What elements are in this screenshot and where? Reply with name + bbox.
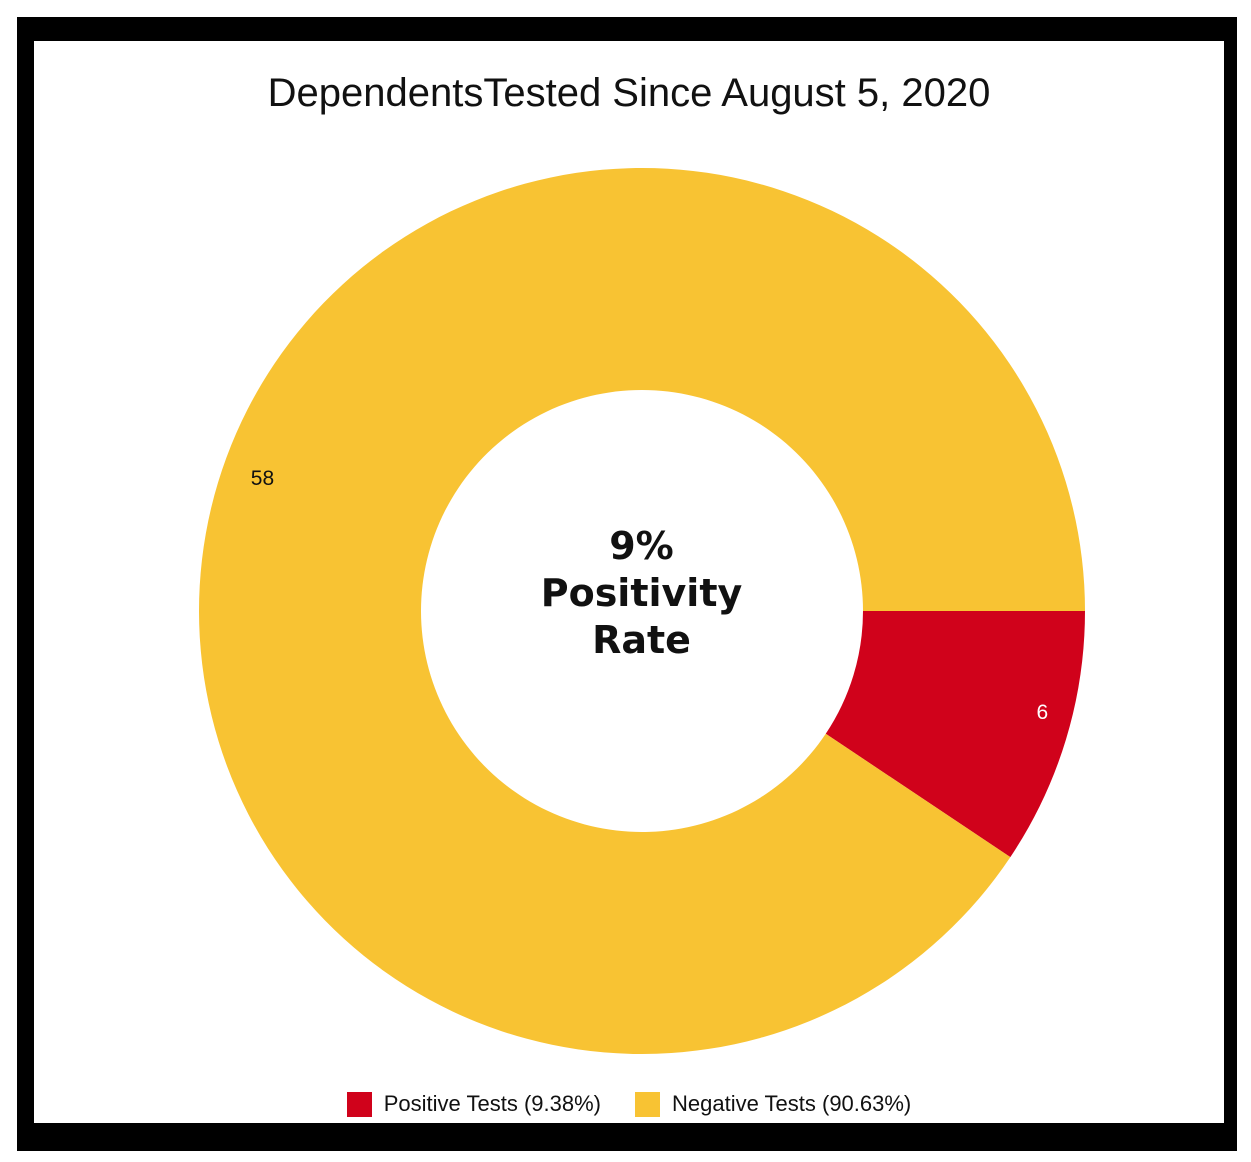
chart-legend: Positive Tests (9.38%) Negative Tests (9… <box>34 1091 1224 1117</box>
legend-item-positive: Positive Tests (9.38%) <box>346 1091 601 1117</box>
slice-negative-tests <box>199 167 1086 1054</box>
legend-label-negative: Negative Tests (90.63%) <box>671 1091 912 1116</box>
chart-title: DependentsTested Since August 5, 2020 <box>267 71 991 115</box>
legend-label-positive: Positive Tests (9.38%) <box>383 1091 601 1116</box>
positivity-rate-value: 9% <box>609 524 674 568</box>
positivity-rate-text-2: Rate <box>592 618 691 662</box>
slice-positive-tests <box>825 611 1085 858</box>
data-label-negative-tests: 58 <box>251 467 274 490</box>
chart-frame: DependentsTested Since August 5, 2020 6 5… <box>17 17 1237 1151</box>
chart-panel: DependentsTested Since August 5, 2020 6 5… <box>34 41 1224 1123</box>
legend-item-negative: Negative Tests (90.63%) <box>634 1091 912 1117</box>
data-label-positive-tests: 6 <box>1036 701 1048 724</box>
legend-swatch-positive <box>346 1091 372 1117</box>
legend-swatch-negative <box>634 1091 660 1117</box>
positivity-rate-label: 9% Positivity Rate <box>454 523 829 664</box>
donut-chart: 6 58 <box>199 167 1086 1054</box>
positivity-rate-text-1: Positivity <box>540 571 743 615</box>
